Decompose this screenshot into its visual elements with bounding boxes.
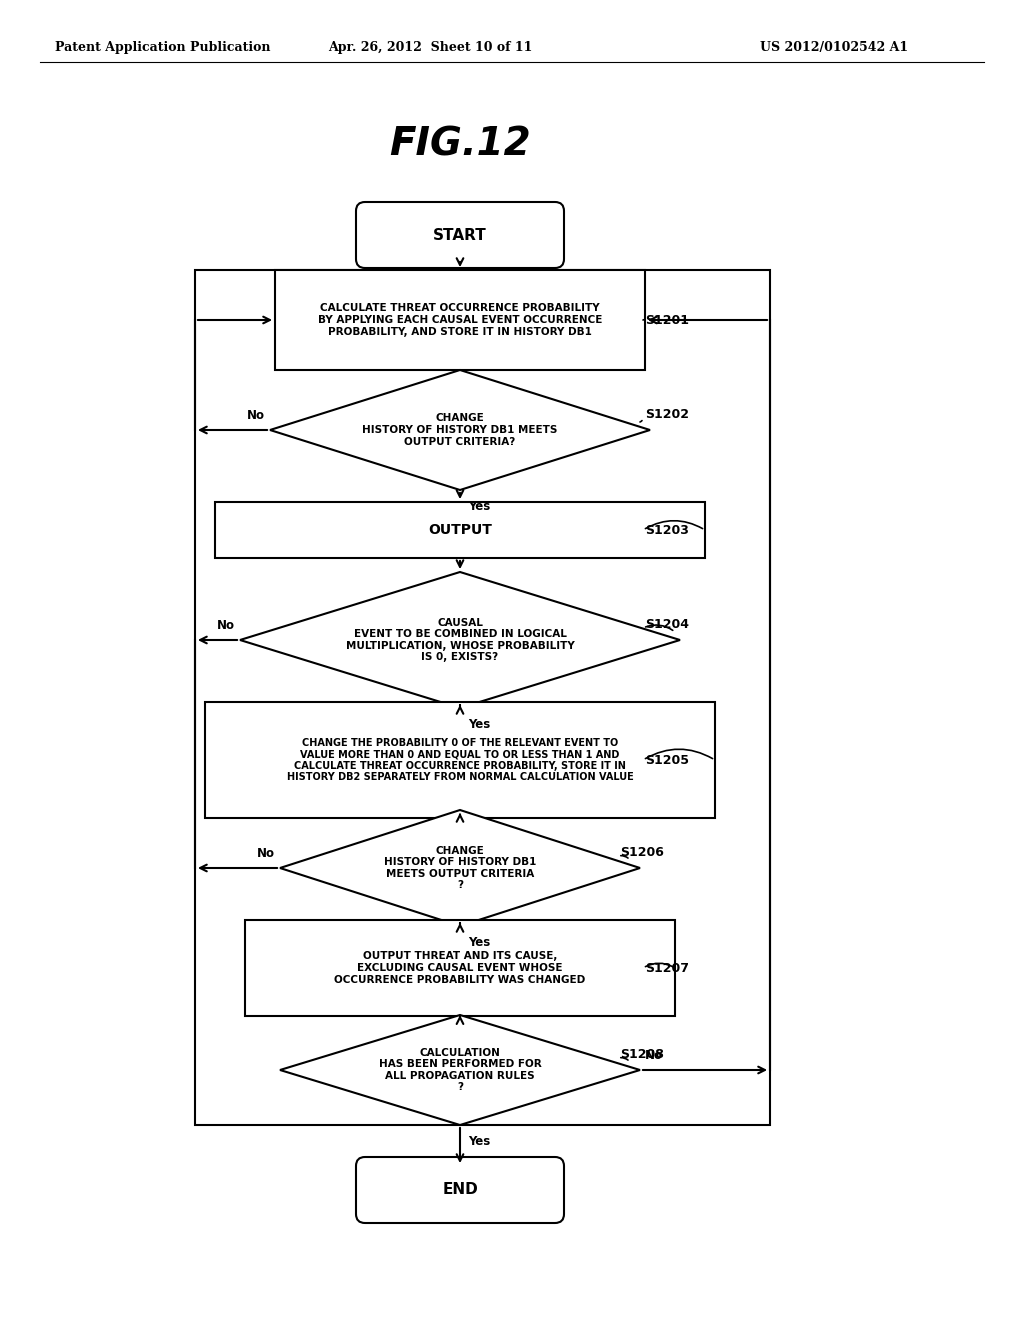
Text: No: No (217, 619, 234, 632)
Text: S1206: S1206 (620, 846, 664, 859)
Text: END: END (442, 1183, 478, 1197)
Text: S1205: S1205 (645, 754, 689, 767)
FancyBboxPatch shape (356, 1158, 564, 1224)
Text: S1201: S1201 (645, 314, 689, 326)
Text: START: START (433, 227, 486, 243)
Text: Yes: Yes (468, 500, 490, 513)
Text: S1203: S1203 (645, 524, 689, 536)
Bar (205, 702, 715, 818)
Bar (195, 271, 770, 1125)
Text: CHANGE THE PROBABILITY 0 OF THE RELEVANT EVENT TO
VALUE MORE THAN 0 AND EQUAL TO: CHANGE THE PROBABILITY 0 OF THE RELEVANT… (287, 738, 634, 783)
Polygon shape (270, 370, 650, 490)
Text: CAUSAL
EVENT TO BE COMBINED IN LOGICAL
MULTIPLICATION, WHOSE PROBABILITY
IS 0, E: CAUSAL EVENT TO BE COMBINED IN LOGICAL M… (346, 618, 574, 663)
Text: US 2012/0102542 A1: US 2012/0102542 A1 (760, 41, 908, 54)
Text: CHANGE
HISTORY OF HISTORY DB1 MEETS
OUTPUT CRITERIA?: CHANGE HISTORY OF HISTORY DB1 MEETS OUTP… (362, 413, 558, 446)
Text: CHANGE
HISTORY OF HISTORY DB1
MEETS OUTPUT CRITERIA
?: CHANGE HISTORY OF HISTORY DB1 MEETS OUTP… (384, 846, 537, 891)
Text: S1202: S1202 (645, 408, 689, 421)
Polygon shape (280, 1015, 640, 1125)
Text: Patent Application Publication: Patent Application Publication (55, 41, 270, 54)
Text: Apr. 26, 2012  Sheet 10 of 11: Apr. 26, 2012 Sheet 10 of 11 (328, 41, 532, 54)
Text: OUTPUT: OUTPUT (428, 523, 492, 537)
Text: Yes: Yes (468, 718, 490, 731)
Text: CALCULATE THREAT OCCURRENCE PROBABILITY
BY APPLYING EACH CAUSAL EVENT OCCURRENCE: CALCULATE THREAT OCCURRENCE PROBABILITY … (317, 304, 602, 337)
Bar (275, 271, 645, 370)
Text: Yes: Yes (468, 936, 490, 949)
Text: Yes: Yes (468, 1135, 490, 1148)
Text: S1208: S1208 (620, 1048, 664, 1061)
Text: S1207: S1207 (645, 961, 689, 974)
Bar (245, 920, 675, 1016)
Polygon shape (280, 810, 640, 927)
Text: No: No (257, 847, 275, 861)
Text: No: No (247, 409, 265, 422)
FancyBboxPatch shape (356, 202, 564, 268)
Polygon shape (240, 572, 680, 708)
Text: CALCULATION
HAS BEEN PERFORMED FOR
ALL PROPAGATION RULES
?: CALCULATION HAS BEEN PERFORMED FOR ALL P… (379, 1048, 542, 1093)
Text: No: No (645, 1049, 663, 1063)
Text: OUTPUT THREAT AND ITS CAUSE,
EXCLUDING CAUSAL EVENT WHOSE
OCCURRENCE PROBABILITY: OUTPUT THREAT AND ITS CAUSE, EXCLUDING C… (335, 952, 586, 985)
Text: FIG.12: FIG.12 (389, 125, 530, 164)
Text: S1204: S1204 (645, 619, 689, 631)
Bar (215, 502, 705, 558)
